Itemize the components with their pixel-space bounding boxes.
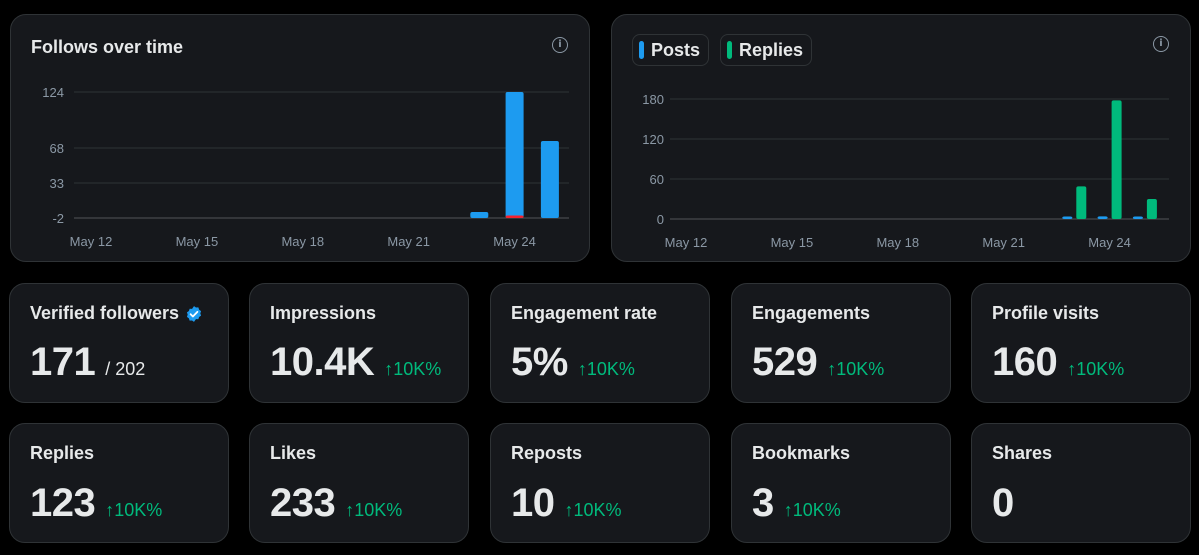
follows-chart: 124 68 33 -2 May 12 May 15 May 18 May 21 May 24 xyxy=(42,85,569,249)
stat-card-engagements[interactable]: Engagements 529 ↑10K% xyxy=(731,283,951,403)
stat-label: Replies xyxy=(30,443,95,463)
stat-card-engagement-rate[interactable]: Engagement rate 5% ↑10K% xyxy=(490,283,710,403)
stat-delta: ↑10K% xyxy=(345,500,403,520)
y-tick-label: 124 xyxy=(42,85,64,100)
stat-label: Engagement rate xyxy=(511,303,658,323)
x-tick-label: May 12 xyxy=(665,235,708,250)
stat-value-row: 3 ↑10K% xyxy=(752,481,841,526)
stat-value-row: 123 ↑10K% xyxy=(30,481,162,526)
stat-value-row: 0 xyxy=(992,481,1014,526)
verified-badge-icon xyxy=(186,305,202,322)
legend-posts-label: Posts xyxy=(651,39,701,60)
chart-bar[interactable] xyxy=(1062,216,1073,220)
stat-label: Likes xyxy=(270,443,317,463)
stat-value: 3 xyxy=(752,481,774,525)
stat-value: 123 xyxy=(30,481,96,525)
stat-delta: ↑10K% xyxy=(564,500,622,520)
stat-suffix: / 202 xyxy=(105,359,146,379)
stat-value: 10.4K xyxy=(270,340,375,384)
stat-value: 10 xyxy=(511,481,555,525)
info-icon[interactable]: i xyxy=(1153,36,1169,52)
stat-value: 160 xyxy=(992,340,1058,384)
posts-replies-chart-card: Posts Replies i 180 120 60 0 May 12 May 15 May… xyxy=(611,14,1191,262)
x-tick-label: May 18 xyxy=(876,235,919,250)
y-tick-label: 68 xyxy=(50,141,64,156)
chart-bar[interactable] xyxy=(540,141,559,218)
legend-replies[interactable]: Replies xyxy=(720,34,813,66)
follows-chart-title: Follows over time xyxy=(31,37,184,57)
legend-replies-label: Replies xyxy=(739,39,804,60)
x-tick-label: May 12 xyxy=(70,234,113,249)
stat-card-replies[interactable]: Replies 123 ↑10K% xyxy=(9,423,229,543)
stat-label-wrap: Verified followers xyxy=(30,303,203,324)
x-tick-label: May 24 xyxy=(1088,235,1131,250)
stat-label: Engagements xyxy=(752,303,871,323)
posts-swatch xyxy=(639,41,644,59)
stat-card-bookmarks[interactable]: Bookmarks 3 ↑10K% xyxy=(731,423,951,543)
chart-bar[interactable] xyxy=(1111,100,1122,219)
stat-card-impressions[interactable]: Impressions 10.4K ↑10K% xyxy=(249,283,469,403)
y-tick-label: 180 xyxy=(642,92,664,107)
stat-value: 171 xyxy=(30,340,96,384)
chart-bar[interactable] xyxy=(505,92,524,218)
stat-label: Reposts xyxy=(511,443,583,463)
stat-delta: ↑10K% xyxy=(827,359,885,379)
chart-bar[interactable] xyxy=(1076,186,1087,219)
stat-value: 0 xyxy=(992,481,1014,525)
chart-bar[interactable] xyxy=(470,212,489,218)
y-tick-label: 60 xyxy=(650,172,664,187)
stat-label: Shares xyxy=(992,443,1053,463)
stat-value-row: 10.4K ↑10K% xyxy=(270,340,441,385)
stat-value: 529 xyxy=(752,340,818,384)
stat-delta: ↑10K% xyxy=(1067,359,1125,379)
stat-label: Verified followers xyxy=(30,303,180,323)
stat-value: 233 xyxy=(270,481,336,525)
stat-value-row: 233 ↑10K% xyxy=(270,481,402,526)
chart-bar[interactable] xyxy=(1132,216,1143,220)
stat-card-verified-followers[interactable]: Verified followers 171 / 202 xyxy=(9,283,229,403)
stat-delta: ↑10K% xyxy=(783,500,841,520)
follows-chart-card: Follows over time i 124 68 33 -2 May 12 May 1… xyxy=(10,14,590,262)
chart-bar[interactable] xyxy=(1146,199,1157,219)
chart-bar[interactable] xyxy=(505,215,524,219)
x-tick-label: May 15 xyxy=(771,235,814,250)
legend-posts[interactable]: Posts xyxy=(632,34,710,66)
replies-swatch xyxy=(727,41,732,59)
stat-card-likes[interactable]: Likes 233 ↑10K% xyxy=(249,423,469,543)
stat-card-reposts[interactable]: Reposts 10 ↑10K% xyxy=(490,423,710,543)
stat-value-row: 160 ↑10K% xyxy=(992,340,1124,385)
y-tick-label: 0 xyxy=(657,212,664,227)
y-tick-label: 33 xyxy=(50,176,64,191)
stat-label: Impressions xyxy=(270,303,377,323)
stat-value-row: 529 ↑10K% xyxy=(752,340,884,385)
x-tick-label: May 24 xyxy=(493,234,536,249)
stat-delta: ↑10K% xyxy=(577,359,635,379)
stat-delta: ↑10K% xyxy=(105,500,163,520)
x-tick-label: May 15 xyxy=(176,234,219,249)
stat-card-profile-visits[interactable]: Profile visits 160 ↑10K% xyxy=(971,283,1191,403)
stat-label: Profile visits xyxy=(992,303,1100,323)
chart-bar[interactable] xyxy=(1097,216,1108,219)
stat-card-shares[interactable]: Shares 0 xyxy=(971,423,1191,543)
y-tick-label: 120 xyxy=(642,132,664,147)
info-icon[interactable]: i xyxy=(552,37,568,53)
stat-value: 5% xyxy=(511,340,568,384)
x-tick-label: May 21 xyxy=(982,235,1025,250)
y-tick-label: -2 xyxy=(52,211,64,226)
stat-delta: ↑10K% xyxy=(384,359,442,379)
x-tick-label: May 21 xyxy=(387,234,430,249)
stat-value-row: 171 / 202 xyxy=(30,340,145,385)
stat-label: Bookmarks xyxy=(752,443,851,463)
x-tick-label: May 18 xyxy=(281,234,324,249)
stat-value-row: 5% ↑10K% xyxy=(511,340,635,385)
stat-value-row: 10 ↑10K% xyxy=(511,481,622,526)
